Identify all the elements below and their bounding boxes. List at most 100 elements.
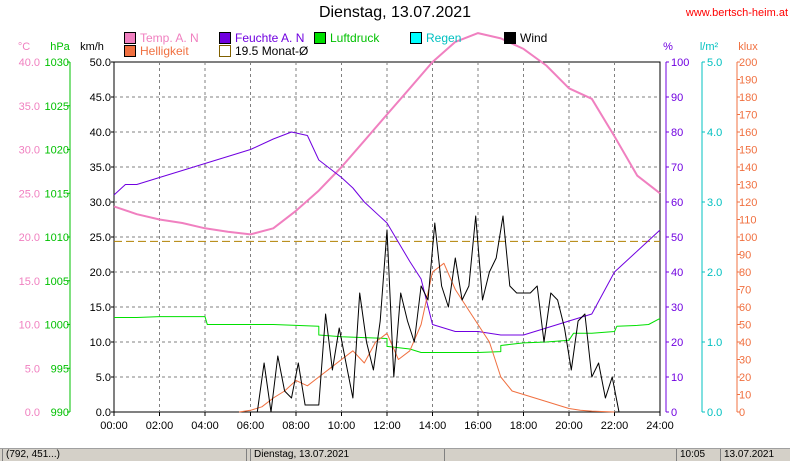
legend-humidity-label: Feuchte A. N [235, 31, 305, 45]
y-tick-label: 0 [739, 407, 745, 419]
series-helligkeit [239, 262, 615, 413]
series-layer [113, 32, 661, 413]
y-tick-label: 3.0 [707, 197, 722, 209]
legend-brightness: Helligkeit [124, 44, 189, 58]
legend-brightness-label: Helligkeit [140, 44, 189, 58]
y-tick-label: 1015 [45, 188, 69, 200]
y-tick-label: 70 [671, 162, 683, 174]
y-tick-label: 45.0 [90, 92, 111, 104]
legend-temp-label: Temp. A. N [140, 31, 199, 45]
y-tick-label: 1025 [45, 101, 69, 113]
legend-wind-label: Wind [520, 31, 548, 45]
legend-brightness-swatch [124, 45, 136, 57]
y-tick-label: 20.0 [19, 232, 40, 244]
legend-humidity: Feuchte A. N [219, 31, 304, 45]
y-tick-label: 10 [671, 372, 683, 384]
x-tick-label: 18:00 [510, 420, 538, 432]
x-tick-label: 04:00 [191, 420, 219, 432]
series-luftdruck [114, 316, 661, 353]
y-tick-label: 40.0 [19, 57, 40, 69]
y-tick-label: 15.0 [90, 302, 111, 314]
legend-pressure-label: Luftdruck [330, 31, 380, 45]
y-tick-label: 35.0 [19, 101, 40, 113]
y-tick-label: 4.0 [707, 127, 722, 139]
y-tick-label: 50 [739, 320, 751, 332]
y-tick-label: 90 [671, 92, 683, 104]
y-tick-label: 1030 [45, 57, 69, 69]
y-axis-unit: % [663, 41, 673, 53]
y-tick-label: 10.0 [90, 337, 111, 349]
legend-rain-label: Regen [426, 31, 462, 45]
y-tick-label: 40.0 [90, 127, 111, 139]
x-tick-label: 12:00 [373, 420, 401, 432]
y-tick-label: 5.0 [96, 372, 111, 384]
y-tick-label: 80 [739, 267, 751, 279]
y-tick-label: 20 [671, 337, 683, 349]
y-tick-label: 0.0 [96, 407, 111, 419]
legend-monthly-avg-label: 19.5 Monat-Ø [235, 44, 309, 58]
y-tick-label: 190 [739, 75, 757, 87]
y-tick-label: 30.0 [19, 145, 40, 157]
x-tick-label: 14:00 [419, 420, 447, 432]
y-tick-label: 5.0 [707, 57, 722, 69]
legend-monthly-avg-swatch [219, 45, 231, 57]
x-tick-label: 10:00 [328, 420, 356, 432]
y-tick-label: 10 [739, 390, 751, 402]
y-tick-label: 160 [739, 127, 757, 139]
y-tick-label: 90 [739, 250, 751, 262]
y-tick-label: 5.0 [25, 363, 40, 375]
legend-humidity-swatch [219, 32, 231, 44]
y-tick-label: 25.0 [90, 232, 111, 244]
y-tick-label: 50.0 [90, 57, 111, 69]
site-url[interactable]: www.bertsch-heim.at [685, 7, 788, 19]
legend-pressure: Luftdruck [314, 31, 379, 45]
y-tick-label: 1000 [45, 320, 69, 332]
y-tick-label: 20 [739, 372, 751, 384]
y-tick-label: 1020 [45, 145, 69, 157]
y-axis-unit: l/m² [700, 41, 719, 53]
y-tick-label: 2.0 [707, 267, 722, 279]
legend-pressure-swatch [314, 32, 326, 44]
y-tick-label: 1.0 [707, 337, 722, 349]
y-axis-unit: hPa [50, 41, 70, 53]
y-tick-label: 60 [671, 197, 683, 209]
x-tick-label: 08:00 [282, 420, 310, 432]
legend-wind: Wind [504, 31, 547, 45]
legend-temp-swatch [124, 32, 136, 44]
legend-rain: Regen [410, 31, 461, 45]
y-tick-label: 995 [51, 363, 69, 375]
y-tick-label: 80 [671, 127, 683, 139]
y-tick-label: 15.0 [19, 276, 40, 288]
y-tick-label: 170 [739, 110, 757, 122]
y-tick-label: 100 [739, 232, 757, 244]
y-axis-unit: klux [738, 41, 758, 53]
y-tick-label: 110 [739, 215, 757, 227]
y-tick-label: 140 [739, 162, 757, 174]
y-tick-label: 1010 [45, 232, 69, 244]
status-cell-time: 10:05 [676, 449, 721, 461]
x-tick-label: 00:00 [100, 420, 128, 432]
y-tick-label: 120 [739, 197, 757, 209]
series-feuchte-a-n [113, 131, 661, 336]
y-tick-label: 130 [739, 180, 757, 192]
status-cell-date2: 13.07.2021 [720, 449, 790, 461]
x-tick-label: 16:00 [464, 420, 492, 432]
y-tick-label: 0 [671, 407, 677, 419]
y-tick-label: 180 [739, 92, 757, 104]
y-axis-unit: °C [18, 41, 30, 53]
y-tick-label: 100 [671, 57, 689, 69]
legend-wind-swatch [504, 32, 516, 44]
x-tick-label: 22:00 [601, 420, 629, 432]
x-tick-label: 02:00 [146, 420, 174, 432]
y-tick-label: 200 [739, 57, 757, 69]
y-tick-label: 40 [671, 267, 683, 279]
y-tick-label: 20.0 [90, 267, 111, 279]
y-tick-label: 1005 [45, 276, 69, 288]
y-tick-label: 50 [671, 232, 683, 244]
legend-temp: Temp. A. N [124, 31, 199, 45]
status-cell-cursor: (792, 451...) [2, 449, 247, 461]
page-title: Dienstag, 13.07.2021 [318, 4, 472, 21]
y-tick-label: 150 [739, 145, 757, 157]
y-axis-unit: km/h [80, 41, 104, 53]
